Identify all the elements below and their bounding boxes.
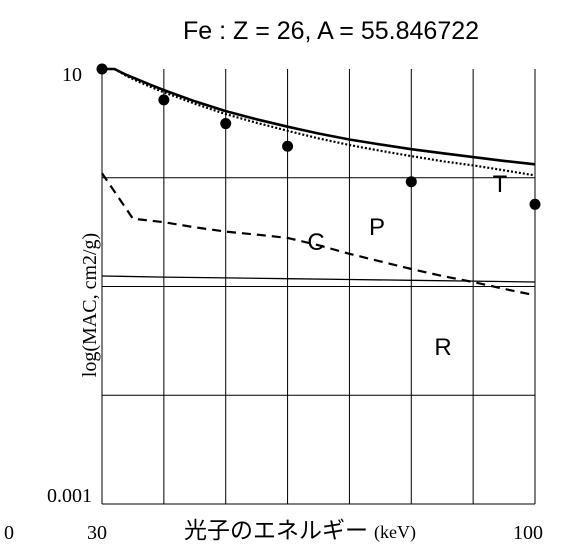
curve-label-r: R: [434, 334, 451, 361]
x-tick-label-0: 0: [4, 522, 14, 544]
curve-label-c: C: [307, 229, 324, 256]
data-point-60: [282, 140, 294, 152]
marker-layer: [96, 63, 541, 210]
y-tick-label-top: 10: [62, 64, 82, 86]
y-axis-label: log(MAC, cm2/g): [79, 233, 101, 377]
data-point-40: [158, 94, 170, 106]
data-point-50: [220, 118, 232, 130]
series-line-r: [101, 172, 536, 297]
data-point-80: [405, 176, 417, 188]
horizontal-gridlines: [102, 177, 535, 396]
x-tick-label-100: 100: [513, 522, 543, 544]
data-point-30: [96, 63, 108, 75]
data-point-100: [529, 198, 541, 210]
x-axis-label: 光子のエネルギー (keV): [184, 517, 416, 543]
x-axis-label-unit: (keV): [374, 522, 416, 543]
y-tick-label-bottom: 0.001: [47, 485, 92, 507]
series-layer: [101, 67, 536, 297]
curve-label-t: T: [493, 171, 508, 198]
series-line-p: [102, 67, 536, 177]
curve-label-p: P: [369, 214, 385, 241]
chart-title: Fe : Z = 26, A = 55.846722: [183, 17, 479, 45]
series-line-t: [102, 67, 536, 166]
x-axis-label-main: 光子のエネルギー: [184, 517, 368, 543]
x-tick-label-30: 30: [87, 522, 107, 544]
